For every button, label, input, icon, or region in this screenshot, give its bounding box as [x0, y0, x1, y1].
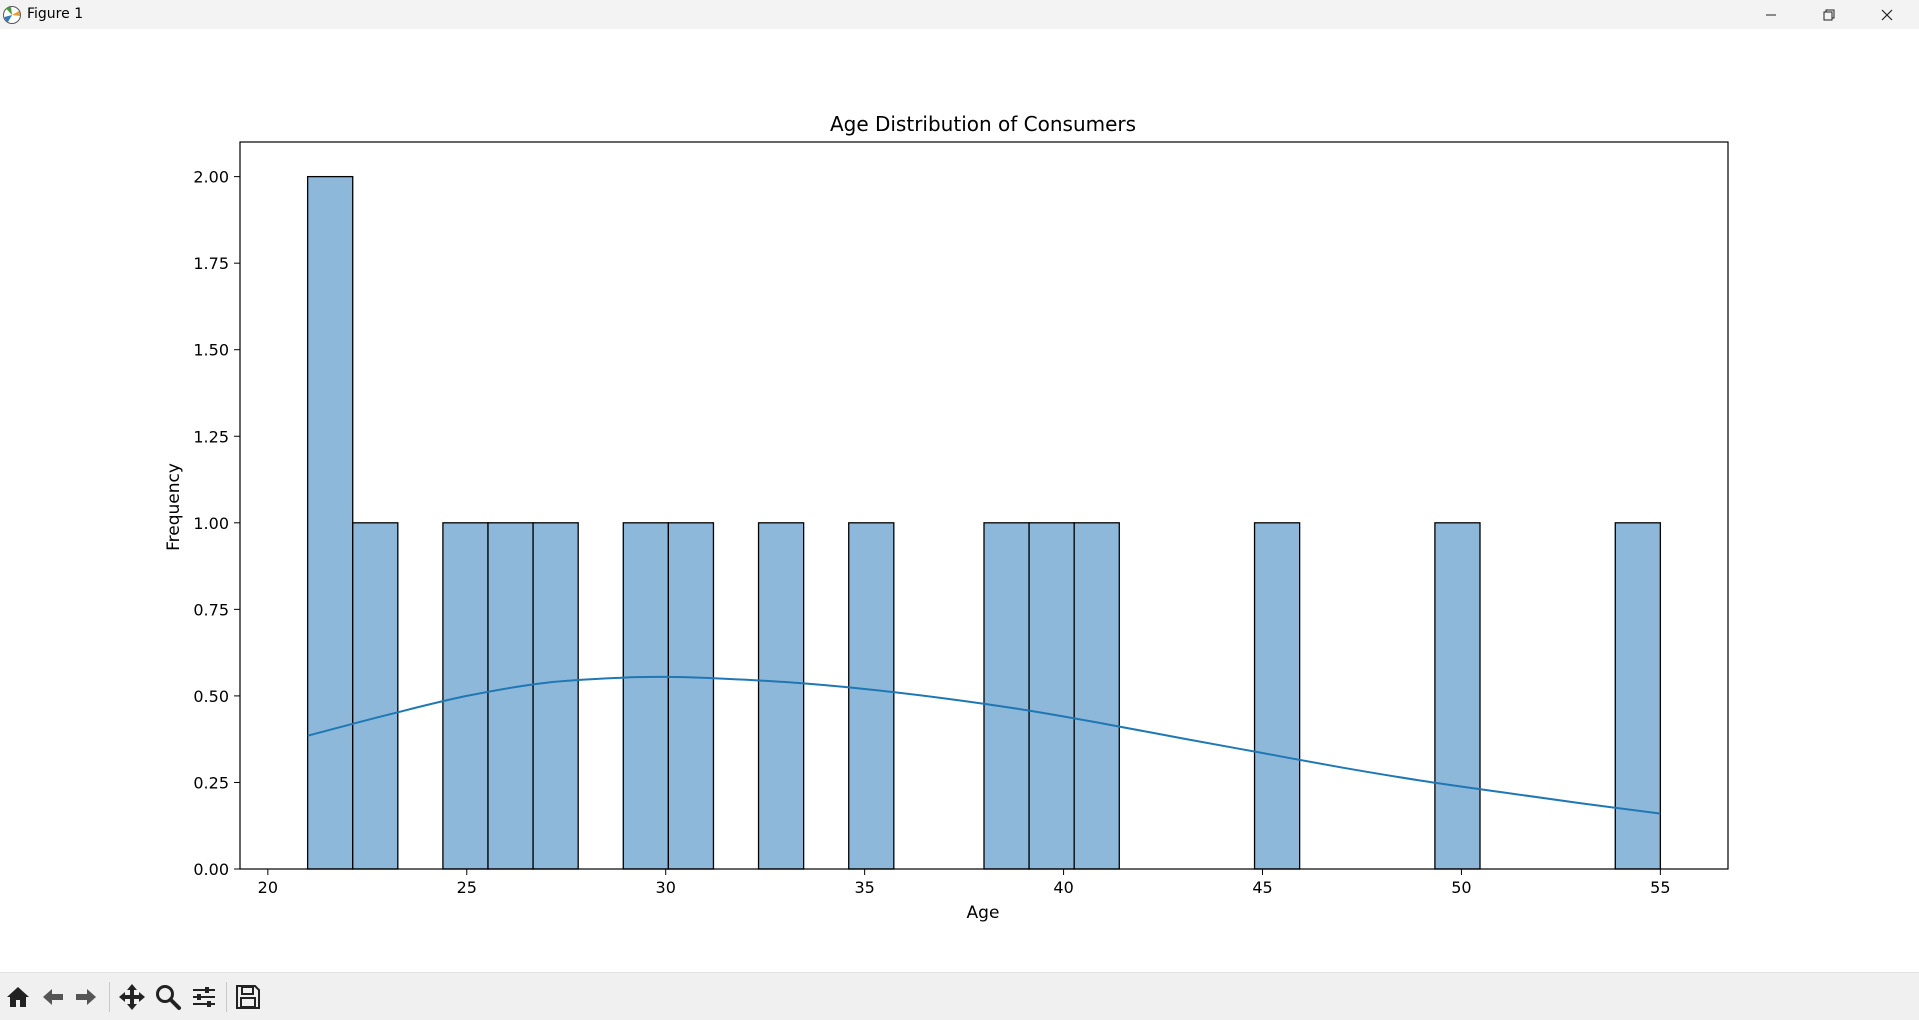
- toolbar-separator: [226, 982, 227, 1012]
- x-tick-label: 55: [1650, 878, 1670, 897]
- back-button[interactable]: [37, 982, 69, 1012]
- y-tick-label: 0.50: [193, 687, 229, 706]
- histogram-bar: [1073, 522, 1120, 870]
- histogram-bar: [622, 522, 670, 870]
- x-ticks: 20 25 30 35 40 45 50 55: [258, 869, 1671, 897]
- restore-icon: [1823, 9, 1835, 20]
- histogram-bar: [848, 522, 895, 870]
- close-button[interactable]: [1858, 0, 1916, 29]
- save-button[interactable]: [232, 982, 264, 1012]
- y-axis-label: Frequency: [164, 463, 184, 551]
- y-tick-label: 1.00: [193, 514, 229, 533]
- x-tick-label: 45: [1252, 878, 1272, 897]
- navigation-toolbar: [0, 972, 1919, 1020]
- y-tick-label: 1.25: [193, 427, 229, 446]
- back-arrow-icon: [43, 989, 63, 1005]
- histogram-bar: [983, 522, 1030, 870]
- x-tick-label: 30: [656, 878, 676, 897]
- matplotlib-app-icon: [3, 6, 21, 24]
- chart-title: Age Distribution of Consumers: [830, 112, 1136, 136]
- y-tick-label: 2.00: [193, 168, 229, 187]
- toolbar-separator: [109, 982, 110, 1012]
- restore-button[interactable]: [1800, 0, 1858, 29]
- configure-subplots-icon: [193, 987, 215, 1007]
- minimize-button[interactable]: [1742, 0, 1800, 29]
- x-tick-label: 20: [258, 878, 278, 897]
- y-tick-label: 1.50: [193, 341, 229, 360]
- histogram-bar: [757, 522, 805, 870]
- forward-arrow-icon: [76, 989, 96, 1005]
- y-tick-label: 0.25: [193, 773, 229, 792]
- zoom-icon: [156, 985, 181, 1010]
- zoom-button[interactable]: [152, 982, 184, 1012]
- pan-icon: [119, 984, 145, 1010]
- y-ticks: 0.00 0.25 0.50 0.75 1.00 1.25 1.50 1.75 2.00: [193, 168, 240, 879]
- histogram-chart[interactable]: 20 25 30 35 40 45 50 55 0.00 0.25 0.50 0.75 1.00 1.2…: [0, 29, 1919, 972]
- pan-button[interactable]: [116, 982, 148, 1012]
- x-tick-label: 25: [457, 878, 477, 897]
- window-titlebar: Figure 1: [0, 0, 1919, 29]
- histogram-bar: [352, 522, 399, 870]
- home-button[interactable]: [2, 982, 34, 1012]
- kde-curve: [307, 675, 1661, 815]
- histogram-bar: [487, 522, 534, 870]
- y-tick-label: 0.00: [193, 860, 229, 879]
- histogram-bar: [306, 175, 354, 870]
- close-icon: [1881, 9, 1893, 20]
- x-tick-label: 50: [1451, 878, 1471, 897]
- bars-layer: [306, 175, 1662, 870]
- histogram-bar: [667, 522, 715, 870]
- histogram-bar: [1434, 522, 1481, 870]
- histogram-bar: [1253, 522, 1301, 870]
- configure-subplots-button[interactable]: [188, 982, 220, 1012]
- save-icon: [236, 985, 260, 1009]
- x-axis-label: Age: [967, 903, 1000, 923]
- x-tick-label: 35: [854, 878, 874, 897]
- window-title: Figure 1: [27, 6, 84, 22]
- x-tick-label: 40: [1053, 878, 1073, 897]
- y-tick-label: 1.75: [193, 254, 229, 273]
- histogram-bar: [1614, 522, 1662, 870]
- histogram-bar: [1028, 522, 1075, 870]
- axes-frame: [239, 141, 1729, 870]
- histogram-bar: [532, 522, 579, 870]
- home-icon: [7, 987, 29, 1007]
- minimize-icon: [1766, 14, 1776, 15]
- forward-button[interactable]: [70, 982, 102, 1012]
- y-tick-label: 0.75: [193, 600, 229, 619]
